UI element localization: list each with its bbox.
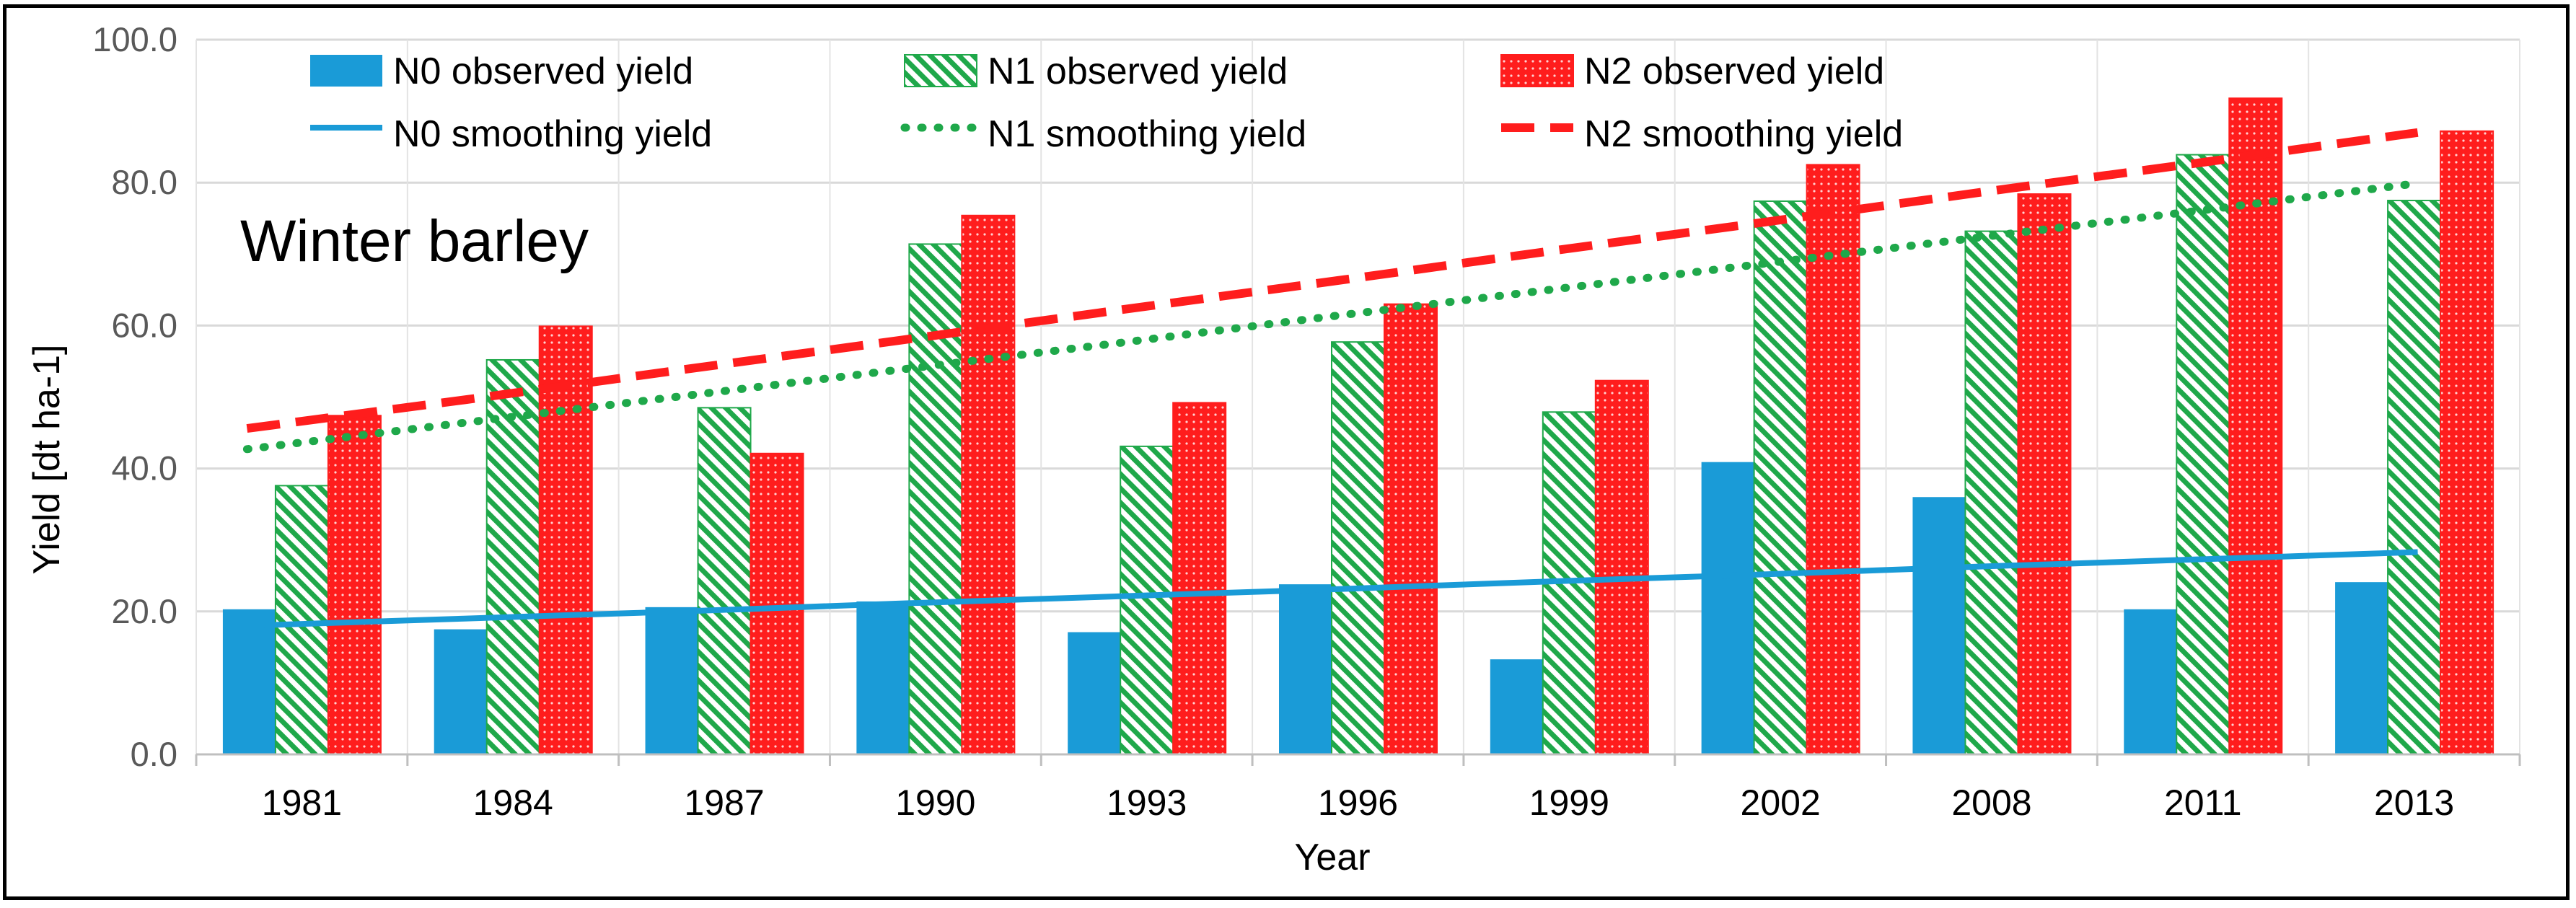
- bar-n0-2013: [2335, 582, 2388, 754]
- bar-n2-2002: [1806, 164, 1860, 756]
- bar-n2-1981: [327, 415, 382, 755]
- trend-lines: [242, 128, 2422, 629]
- legend-label: N1 smoothing yield: [988, 113, 1306, 155]
- y-tick-label: 60.0: [112, 306, 177, 344]
- bar-n0-1993: [1068, 632, 1121, 754]
- y-tick-label: 40.0: [112, 449, 177, 488]
- bar-n0-1981: [222, 609, 276, 754]
- x-tick-label: 2008: [1951, 783, 2031, 823]
- legend-label: N2 smoothing yield: [1584, 113, 1903, 155]
- x-tick-label: 1990: [895, 783, 975, 823]
- trend-line-n2: [246, 128, 2419, 433]
- x-tick-label: 2011: [2164, 783, 2242, 823]
- legend-swatch-n0-bar: [310, 55, 382, 87]
- legend: N0 observed yield N1 observed yield N2 obs…: [310, 50, 1903, 155]
- x-tick-label: 1984: [473, 783, 553, 823]
- bar-n2-1996: [1384, 303, 1438, 756]
- bar-n1-2002: [1753, 200, 1808, 755]
- bar-n2-2008: [2017, 193, 2072, 755]
- y-tick-labels: 0.0 20.0 40.0 60.0 80.0 100.0: [92, 20, 177, 773]
- bar-n0-1996: [1279, 584, 1332, 754]
- bar-n0-2008: [1912, 497, 1966, 754]
- bar-n0-1999: [1490, 659, 1543, 754]
- bar-n1-1981: [274, 485, 329, 755]
- bar-n0-1984: [434, 629, 487, 754]
- y-axis-title: Yield [dt ha-1]: [26, 345, 68, 575]
- x-tick-label: 2013: [2374, 783, 2454, 823]
- legend-swatch-n1-bar: [904, 54, 977, 87]
- x-tick-label: 2002: [1741, 783, 1821, 823]
- legend-swatch-n2-bar: [1500, 54, 1574, 87]
- legend-label: N0 observed yield: [393, 50, 693, 92]
- x-tick-label: 1987: [684, 783, 764, 823]
- bar-n2-1999: [1594, 379, 1649, 755]
- bar-n1-2008: [1964, 230, 2019, 755]
- y-tick-label: 80.0: [112, 163, 177, 201]
- legend-label: N2 observed yield: [1584, 50, 1884, 92]
- x-tick-label: 1996: [1318, 783, 1398, 823]
- bar-n2-1990: [961, 214, 1016, 755]
- bar-n2-2013: [2440, 130, 2494, 755]
- y-tick-label: 100.0: [92, 20, 177, 58]
- legend-label: N1 observed yield: [988, 50, 1288, 92]
- x-tick-label: 1999: [1529, 783, 1609, 823]
- y-tick-label: 0.0: [131, 735, 177, 773]
- bar-n2-1993: [1172, 402, 1227, 755]
- bar-n1-1984: [485, 358, 540, 755]
- bar-n1-1993: [1120, 445, 1174, 756]
- bar-n1-1987: [697, 407, 752, 755]
- chart-annotation: Winter barley: [240, 208, 589, 274]
- y-tick-label: 20.0: [112, 592, 177, 630]
- bar-n2-1984: [538, 325, 593, 755]
- bars: [222, 97, 2494, 756]
- bar-n1-2013: [2387, 199, 2442, 756]
- bar-n1-1996: [1331, 341, 1385, 755]
- x-tick-label: 1981: [262, 783, 342, 823]
- bar-n0-1987: [645, 607, 698, 754]
- trend-line-n1: [242, 179, 2422, 454]
- x-tick-label: 1993: [1107, 783, 1187, 823]
- trend-line-n0: [247, 549, 2418, 629]
- x-axis: 1981 1984 1987 1990 1993 1996 1999 2002 2008 2011…: [195, 753, 2521, 823]
- bar-n0-1990: [856, 601, 910, 754]
- bar-n0-2002: [1701, 462, 1754, 754]
- bar-n1-1990: [908, 243, 963, 755]
- bar-n2-2011: [2228, 97, 2283, 755]
- x-axis-title: Year: [1294, 837, 1370, 878]
- legend-label: N0 smoothing yield: [393, 113, 712, 155]
- bar-n1-2011: [2176, 154, 2230, 755]
- bar-n2-1987: [749, 452, 804, 755]
- bar-n0-2011: [2124, 609, 2177, 754]
